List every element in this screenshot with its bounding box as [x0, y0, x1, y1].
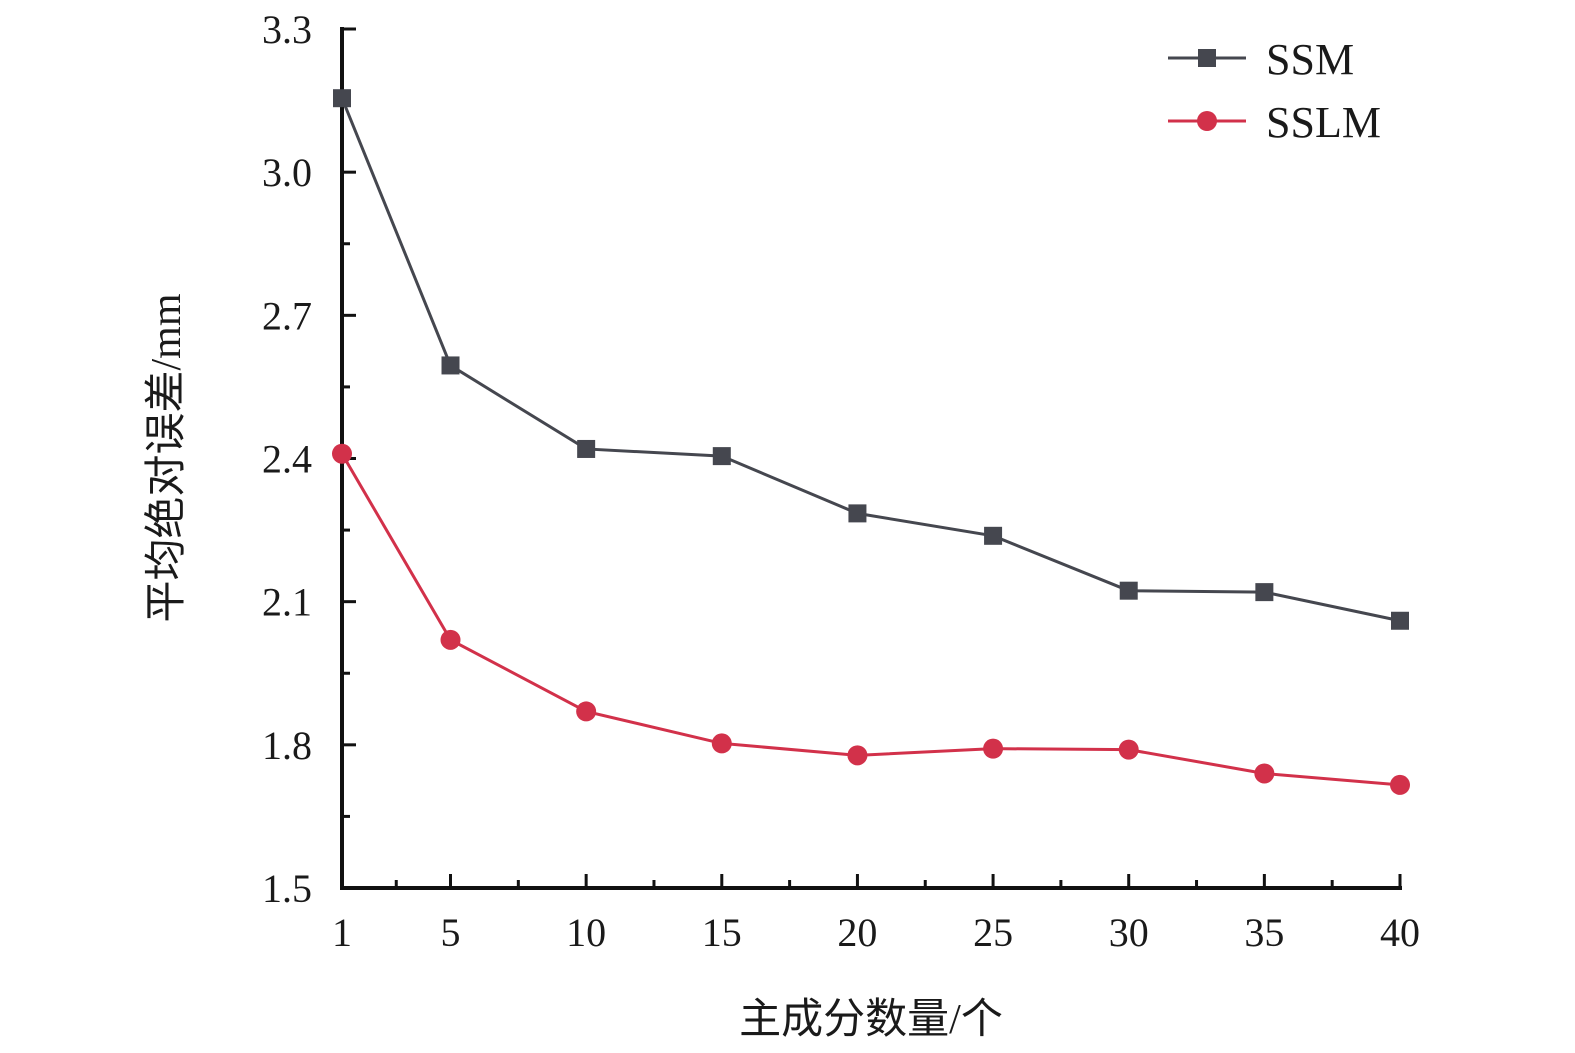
- data-point-sslm: [1118, 739, 1139, 760]
- x-tick-label: 30: [1109, 910, 1149, 955]
- data-point-sslm: [1390, 774, 1410, 795]
- series-sslm: [332, 443, 1410, 795]
- y-tick-label: 2.7: [262, 293, 312, 338]
- data-point-ssm: [848, 504, 867, 523]
- data-point-ssm: [333, 89, 351, 108]
- legend-item-ssm: SSM: [1168, 35, 1354, 84]
- data-point-ssm: [441, 356, 460, 375]
- axes: 1.51.82.12.42.73.03.31 5 10 15 20 25 30 35 40: [262, 7, 1420, 955]
- data-point-sslm: [440, 629, 461, 650]
- series-layer: [332, 89, 1410, 795]
- y-tick-label: 2.4: [262, 437, 312, 482]
- x-tick-label: 10: [566, 910, 606, 955]
- legend-label-ssm: SSM: [1266, 35, 1354, 84]
- data-point-sslm: [847, 745, 868, 766]
- data-point-sslm: [576, 701, 597, 722]
- x-axis-title: 主成分数量/个: [739, 997, 1003, 1043]
- legend-marker-ssm: [1198, 49, 1216, 67]
- series-line-sslm: [340, 452, 1401, 787]
- legend-label-sslm: SSLM: [1266, 98, 1381, 147]
- data-point-sslm: [983, 738, 1004, 759]
- legend-marker-sslm: [1197, 111, 1217, 131]
- data-point-ssm: [984, 526, 1003, 545]
- x-tick-label: 20: [837, 910, 877, 955]
- data-point-sslm: [332, 443, 352, 464]
- x-tick-label: 35: [1244, 910, 1284, 955]
- x-tick-label: 5: [441, 910, 461, 955]
- y-tick-label: 3.3: [262, 7, 312, 52]
- x-tick-label: 40: [1380, 910, 1420, 955]
- y-tick-label: 3.0: [262, 150, 312, 195]
- y-axis-title: 平均绝对误差/mm: [143, 293, 190, 622]
- data-point-sslm: [1254, 763, 1275, 784]
- y-tick-label: 1.5: [262, 866, 312, 911]
- data-point-ssm: [1391, 611, 1409, 630]
- y-tick-label: 2.1: [262, 580, 312, 625]
- y-tick-label: 1.8: [262, 723, 312, 768]
- x-tick-label: 1: [332, 910, 352, 955]
- x-tick-label: 25: [973, 910, 1013, 955]
- data-point-ssm: [1255, 583, 1274, 602]
- x-tick-label: 15: [702, 910, 742, 955]
- series-line-ssm: [340, 97, 1401, 623]
- data-point-ssm: [712, 447, 731, 466]
- legend: SSM SSLM: [1168, 35, 1381, 147]
- series-ssm: [333, 89, 1409, 630]
- data-point-ssm: [1119, 581, 1138, 600]
- data-point-ssm: [577, 439, 596, 458]
- legend-item-sslm: SSLM: [1168, 98, 1381, 147]
- data-point-sslm: [711, 733, 732, 754]
